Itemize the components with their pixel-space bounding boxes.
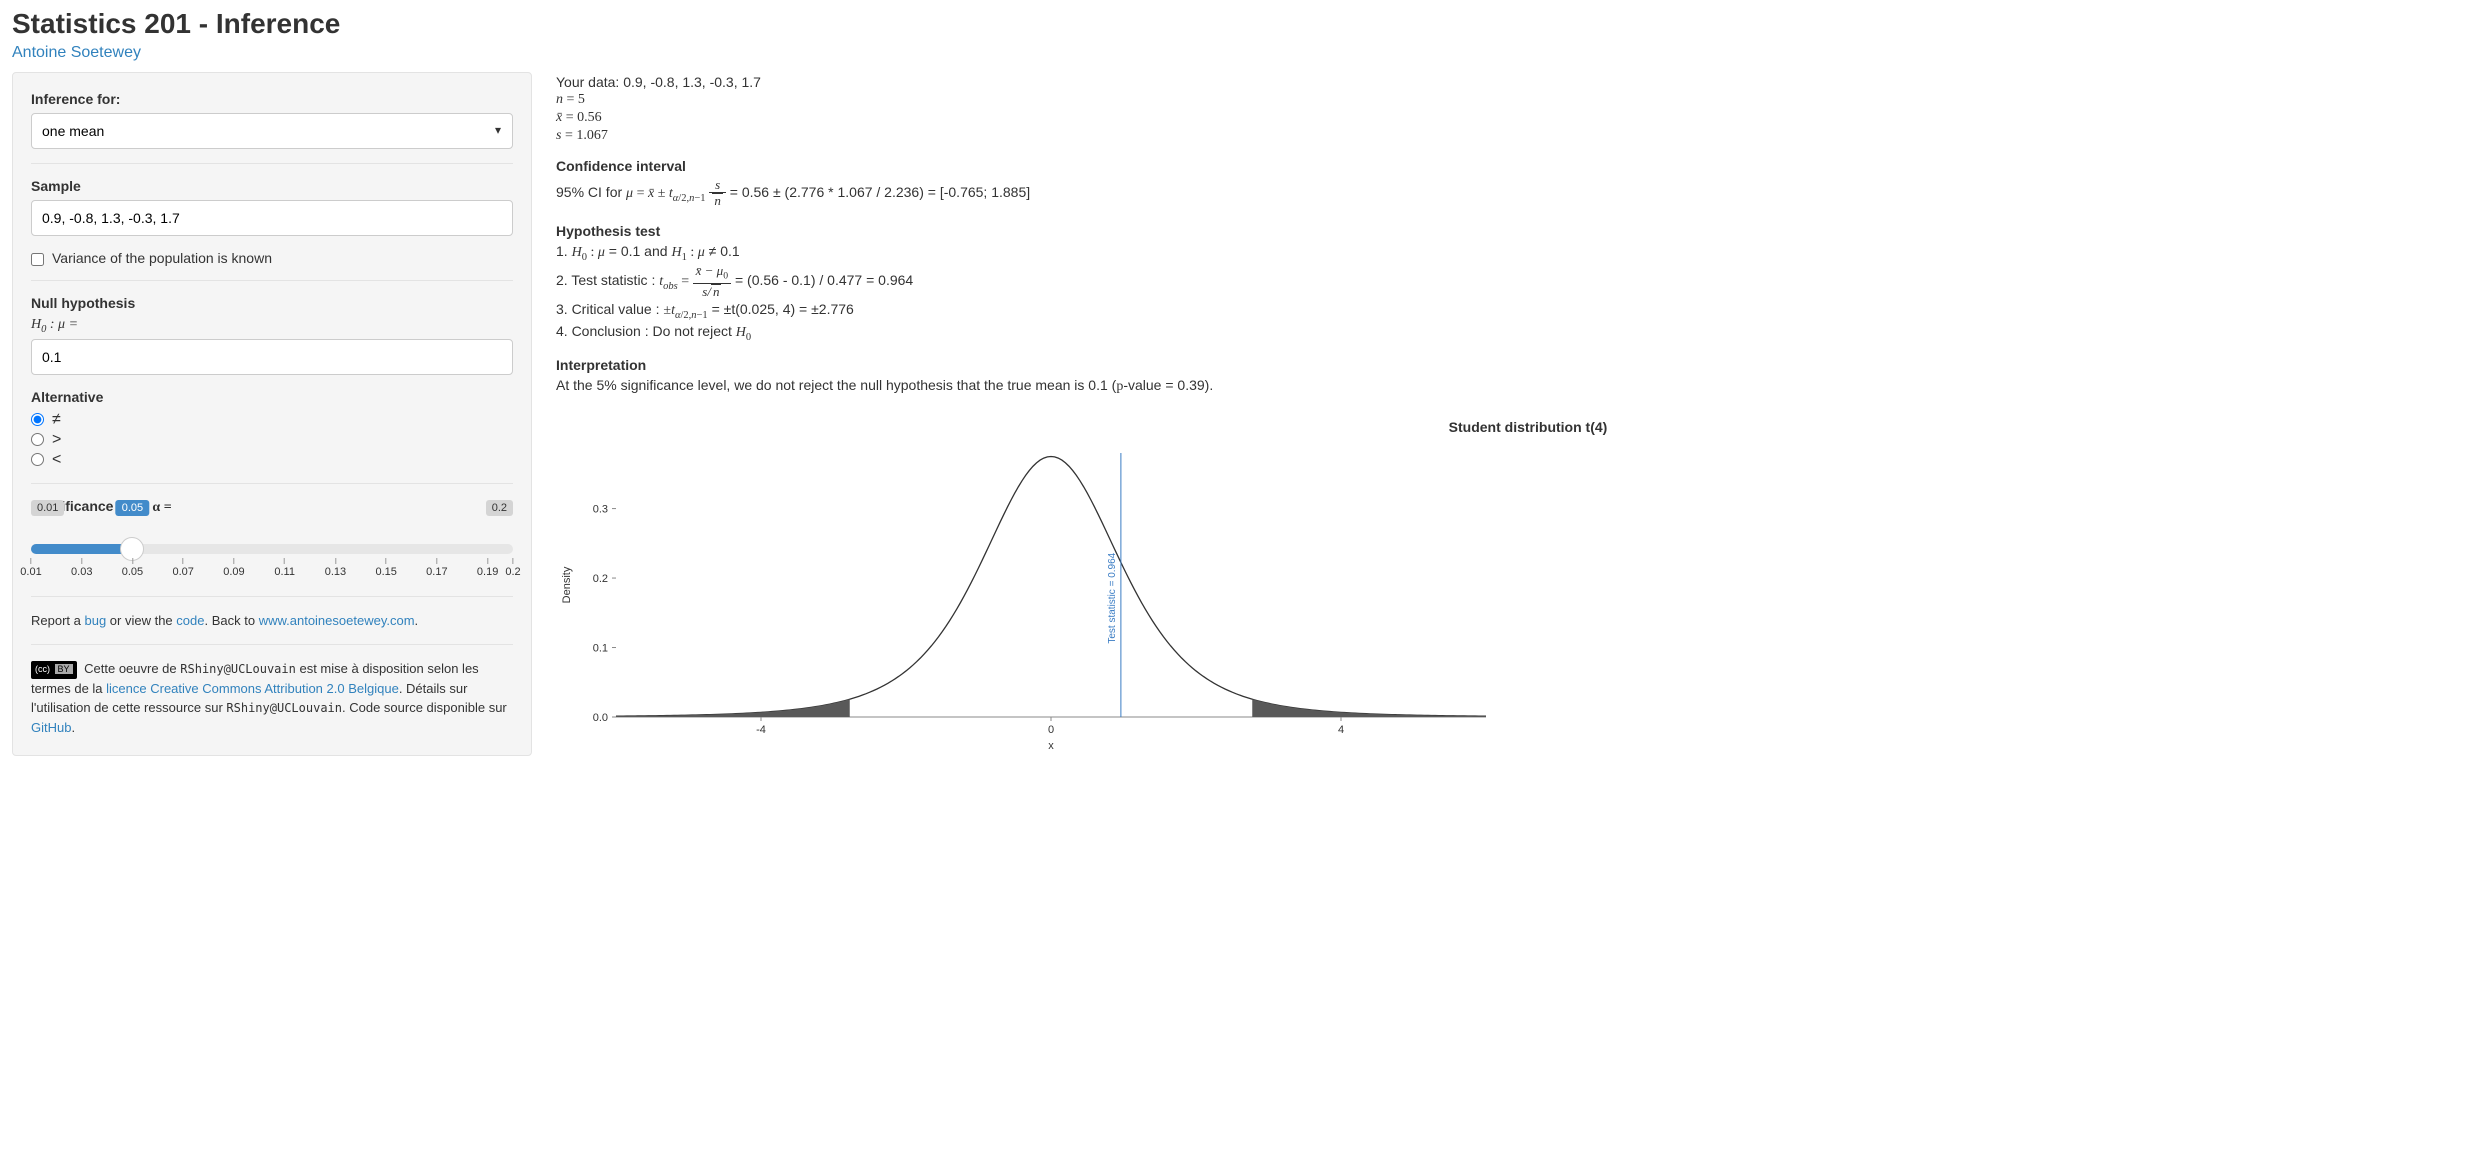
null-hyp-sublabel: H0 : μ = xyxy=(31,317,513,335)
alternative-option[interactable]: > xyxy=(31,431,513,449)
alternative-option[interactable]: ≠ xyxy=(31,411,513,429)
cc-link[interactable]: licence Creative Commons Attribution 2.0… xyxy=(106,681,399,696)
svg-text:-4: -4 xyxy=(756,724,766,736)
alternative-radio[interactable] xyxy=(31,433,44,446)
svg-text:0.2: 0.2 xyxy=(593,573,608,585)
interp-text: At the 5% significance level, we do not … xyxy=(556,377,2458,395)
author-link[interactable]: Antoine Soetewey xyxy=(12,44,141,62)
site-link[interactable]: www.antoinesoetewey.com xyxy=(259,613,415,628)
null-hyp-label: Null hypothesis xyxy=(31,295,513,311)
ht-step3: 3. Critical value : ±tα/2,n−1 = ±t(0.025… xyxy=(556,301,2458,321)
alternative-option[interactable]: < xyxy=(31,451,513,469)
interp-heading: Interpretation xyxy=(556,357,2458,373)
chart-title: Student distribution t(4) xyxy=(598,419,2458,435)
svg-text:Test statistic = 0.964: Test statistic = 0.964 xyxy=(1107,552,1118,643)
cc-badge-icon: (cc) BY xyxy=(31,661,77,679)
svg-text:Density: Density xyxy=(561,566,573,603)
alpha-label: Significance level α = xyxy=(31,498,513,516)
footer-line1: Report a bug or view the code. Back to w… xyxy=(31,611,513,631)
s-line: s = 1.067 xyxy=(556,128,2458,144)
svg-text:0: 0 xyxy=(1048,724,1054,736)
svg-text:0.0: 0.0 xyxy=(593,712,608,724)
xbar-line: x̄ = 0.56 xyxy=(556,110,2458,126)
alternative-radio[interactable] xyxy=(31,413,44,426)
svg-text:x: x xyxy=(1048,740,1054,752)
svg-text:0.3: 0.3 xyxy=(593,503,608,515)
inference-for-select[interactable]: one mean xyxy=(31,113,513,149)
alternative-label: Alternative xyxy=(31,389,513,405)
ci-heading: Confidence interval xyxy=(556,158,2458,174)
data-line: Your data: 0.9, -0.8, 1.3, -0.3, 1.7 xyxy=(556,74,2458,90)
variance-known-label: Variance of the population is known xyxy=(52,250,272,266)
n-line: n = 5 xyxy=(556,92,2458,108)
svg-text:4: 4 xyxy=(1338,724,1344,736)
footer-line2: (cc) BY Cette oeuvre de RShiny@UCLouvain… xyxy=(31,659,513,737)
null-hyp-input[interactable] xyxy=(31,339,513,375)
ht-step2: 2. Test statistic : tobs = x̄ − μ0s/n = … xyxy=(556,264,2458,299)
ht-step1: 1. H0 : μ = 0.1 and H1 : μ ≠ 0.1 xyxy=(556,243,2458,263)
ht-heading: Hypothesis test xyxy=(556,223,2458,239)
ht-step4: 4. Conclusion : Do not reject H0 xyxy=(556,323,2458,343)
code-link[interactable]: code xyxy=(176,613,204,628)
svg-text:0.1: 0.1 xyxy=(593,642,608,654)
sample-input[interactable] xyxy=(31,200,513,236)
sample-label: Sample xyxy=(31,178,513,194)
alternative-radio[interactable] xyxy=(31,453,44,466)
bug-link[interactable]: bug xyxy=(84,613,106,628)
inference-for-label: Inference for: xyxy=(31,91,513,107)
sidebar-panel: Inference for: one mean Sample Variance … xyxy=(12,72,532,756)
density-chart: 0.0 0.1 0.2 0.3 -4 0 4 Density x Test statistic =… xyxy=(556,443,1496,753)
ci-line: 95% CI for μ = x̄ ± tα/2,n−1 sn = 0.56 ±… xyxy=(556,178,2458,209)
alpha-slider[interactable]: 0.01 0.2 0.05 0.010.030.050.070.090.110.… xyxy=(31,522,513,582)
page-title: Statistics 201 - Inference xyxy=(12,8,2458,40)
variance-known-checkbox[interactable] xyxy=(31,253,44,266)
main-output: Your data: 0.9, -0.8, 1.3, -0.3, 1.7 n =… xyxy=(556,72,2458,756)
github-link[interactable]: GitHub xyxy=(31,720,71,735)
